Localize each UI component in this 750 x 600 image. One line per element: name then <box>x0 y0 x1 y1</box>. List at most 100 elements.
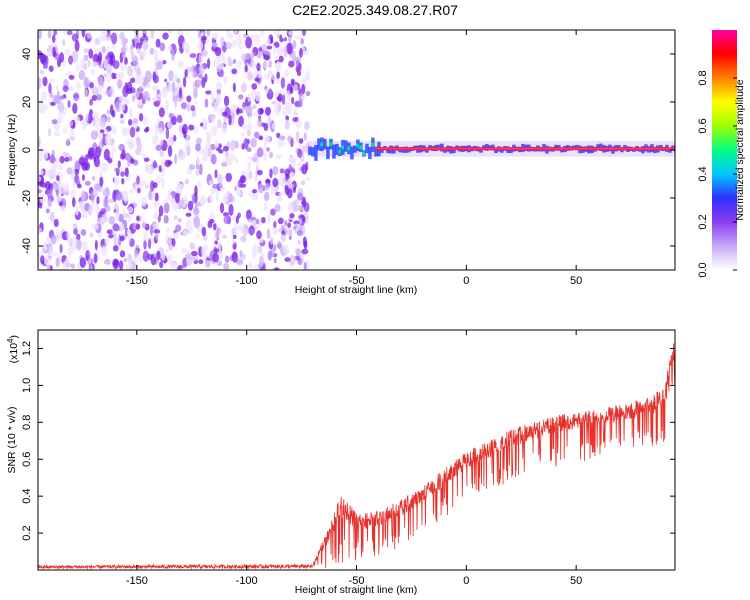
spectrogram-cell <box>261 251 265 257</box>
spectrogram-cell <box>130 51 135 61</box>
spectrogram-cell <box>258 47 263 52</box>
spectrogram-cell <box>252 244 259 256</box>
spectrogram-cell <box>214 47 222 57</box>
spectrogram-cell <box>286 188 293 199</box>
spectrogram-cell <box>268 88 272 95</box>
spectrogram-cell <box>238 94 244 100</box>
spectrogram-cell <box>149 224 154 236</box>
spectrogram-cell <box>69 120 74 127</box>
spectrogram-cell <box>300 180 306 186</box>
spectrogram-cell <box>234 30 238 34</box>
spectrogram-cell <box>235 215 239 224</box>
spectrogram-cell <box>206 30 211 37</box>
spectrogram-cell <box>289 171 295 178</box>
spectrogram-cell <box>46 189 53 199</box>
spectrogram-cell <box>185 248 190 256</box>
spectrogram-cell <box>228 192 233 203</box>
spectrogram-cell <box>228 33 234 40</box>
spectrogram-cell <box>219 186 226 192</box>
spectrogram-cell <box>84 180 91 186</box>
spectrogram-cell <box>193 87 198 99</box>
spectrogram-cell <box>300 95 307 101</box>
spectrogram-cell <box>272 228 279 236</box>
spectrogram-cell <box>277 93 283 103</box>
spectrogram-cell <box>161 177 165 189</box>
spectrogram-cell <box>210 90 214 103</box>
spectrogram-panel: -150 -100 -50 0 50 -40 -20 0 20 40 Height of stra… <box>6 29 676 296</box>
spectrogram-cell <box>288 30 294 36</box>
spectrogram-cell <box>175 224 182 232</box>
spectrogram-cell <box>173 203 180 209</box>
spectrogram-cell <box>297 148 303 158</box>
spectrogram-cell <box>43 256 51 266</box>
spectrogram-cell <box>166 227 170 234</box>
colorbar-ticks: 0.0 0.2 0.4 0.6 0.8 <box>697 70 737 278</box>
spectrogram-cell <box>120 171 125 177</box>
y-tick-label: 0.2 <box>21 525 33 540</box>
spectrogram-cell <box>293 105 298 115</box>
spectrogram-cell <box>38 227 42 234</box>
spectrogram-cell <box>152 212 159 220</box>
spectrogram-cell <box>168 112 174 119</box>
spectrogram-cell <box>39 108 47 114</box>
spectrogram-cell <box>276 30 281 39</box>
spectrogram-cell <box>301 163 308 175</box>
spectrogram-cell <box>56 175 60 182</box>
spectrogram-cell <box>253 112 259 117</box>
spectrogram-cell <box>62 30 68 36</box>
spectrogram-cell <box>85 250 90 262</box>
spectrogram-cell <box>158 107 165 118</box>
spectrogram-cell <box>122 207 126 216</box>
spectrogram-cell <box>47 127 52 137</box>
spectrogram-cell <box>210 180 215 185</box>
spectrogram-cell <box>78 70 86 81</box>
spectrogram-cell <box>159 151 165 157</box>
spectrogram-cell <box>142 80 147 88</box>
spectrogram-cell <box>112 245 119 252</box>
spectrogram-cell <box>120 113 124 119</box>
spectrogram-cell <box>140 153 146 160</box>
spectrogram-cell <box>298 62 302 71</box>
spectrogram-cell <box>229 139 236 152</box>
spectrogram-cell <box>168 73 173 83</box>
spectrogram-cell <box>243 137 249 150</box>
spectrogram-cell <box>293 199 299 205</box>
spectrogram-cell <box>200 122 204 127</box>
spectrogram-cell <box>274 203 281 213</box>
spectrogram-cell <box>121 35 125 46</box>
spectrogram-cell <box>188 169 193 176</box>
spectrogram-cell <box>167 137 172 148</box>
spectrogram-cell <box>279 168 285 174</box>
spectrogram-cell <box>50 211 55 223</box>
spectrogram-cell <box>281 94 286 105</box>
spectrogram-cell <box>278 55 284 63</box>
spectrogram-cell <box>305 70 310 80</box>
spectrogram-cell <box>247 161 252 168</box>
spectrogram-cell <box>38 169 44 176</box>
spectrogram-cell <box>215 190 219 202</box>
spectrogram-cell <box>38 150 44 161</box>
spectrogram-cell <box>115 73 120 79</box>
spectrogram-cell <box>106 205 111 212</box>
spectrogram-cell <box>195 169 200 176</box>
spectrogram-cell <box>134 35 141 45</box>
spectrogram-cell <box>218 149 224 154</box>
spectrogram-cell <box>284 220 288 227</box>
spectrogram-cell <box>168 45 173 52</box>
spectrogram-cell <box>139 73 144 85</box>
spectrogram-cell <box>94 38 100 45</box>
spectrogram-cell <box>292 159 296 169</box>
spectrogram-cell <box>214 124 219 131</box>
spectrogram-cell <box>204 98 209 108</box>
spectrogram-cell <box>235 33 243 45</box>
spectrogram-cell <box>51 34 56 43</box>
spectrogram-cell <box>42 76 48 87</box>
spectrogram-cell <box>135 244 140 249</box>
spectrogram-cell <box>241 106 245 113</box>
spectrogram-cell <box>219 202 225 214</box>
spectrogram-cell <box>152 160 158 169</box>
spectrogram-cell <box>80 240 88 251</box>
spectrogram-cell <box>283 36 288 42</box>
spectrogram-cell <box>109 150 114 159</box>
y-tick-label: 0 <box>21 147 33 153</box>
